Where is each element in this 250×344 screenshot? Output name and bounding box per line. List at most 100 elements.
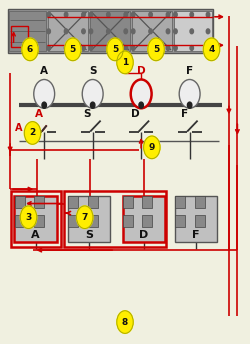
Circle shape	[206, 45, 210, 50]
Text: 1: 1	[122, 58, 128, 67]
Circle shape	[64, 12, 68, 17]
Circle shape	[206, 12, 210, 17]
Circle shape	[206, 29, 210, 34]
Circle shape	[47, 45, 50, 50]
Circle shape	[89, 45, 93, 50]
Circle shape	[76, 206, 93, 228]
Text: 8: 8	[122, 318, 128, 326]
Circle shape	[179, 79, 200, 108]
FancyBboxPatch shape	[48, 11, 88, 51]
Text: 9: 9	[149, 143, 155, 152]
FancyBboxPatch shape	[174, 11, 212, 51]
Circle shape	[89, 12, 93, 17]
Text: 7: 7	[82, 213, 88, 222]
Circle shape	[203, 38, 220, 61]
Circle shape	[106, 45, 110, 50]
Circle shape	[174, 45, 177, 50]
FancyBboxPatch shape	[68, 196, 78, 208]
Circle shape	[124, 12, 128, 17]
FancyBboxPatch shape	[194, 215, 204, 227]
Text: S: S	[85, 230, 93, 240]
FancyBboxPatch shape	[15, 196, 25, 208]
FancyBboxPatch shape	[68, 196, 110, 242]
Circle shape	[144, 136, 160, 159]
Circle shape	[139, 102, 143, 108]
Text: 2: 2	[30, 128, 36, 138]
FancyBboxPatch shape	[34, 215, 44, 227]
FancyBboxPatch shape	[88, 215, 98, 227]
Text: A: A	[40, 66, 48, 76]
Circle shape	[148, 38, 164, 61]
Text: S: S	[84, 109, 91, 119]
FancyBboxPatch shape	[88, 196, 98, 208]
Text: S: S	[89, 66, 96, 76]
Text: F: F	[192, 230, 200, 240]
FancyBboxPatch shape	[175, 196, 217, 242]
Circle shape	[106, 12, 110, 17]
FancyBboxPatch shape	[123, 196, 133, 208]
Circle shape	[149, 45, 152, 50]
Circle shape	[131, 79, 152, 108]
FancyBboxPatch shape	[68, 215, 78, 227]
Circle shape	[47, 29, 50, 34]
Text: 6: 6	[27, 45, 33, 54]
Circle shape	[24, 122, 41, 144]
Text: F: F	[186, 66, 193, 76]
Circle shape	[47, 12, 50, 17]
Text: A: A	[35, 109, 43, 119]
Text: 3: 3	[26, 213, 32, 222]
Circle shape	[166, 29, 170, 34]
Circle shape	[82, 45, 85, 50]
Circle shape	[132, 45, 135, 50]
Circle shape	[82, 79, 103, 108]
Circle shape	[117, 51, 133, 74]
Circle shape	[89, 29, 93, 34]
FancyBboxPatch shape	[142, 196, 152, 208]
Circle shape	[64, 29, 68, 34]
Circle shape	[124, 45, 128, 50]
Circle shape	[166, 12, 170, 17]
Circle shape	[64, 45, 68, 50]
Circle shape	[166, 45, 170, 50]
Circle shape	[82, 29, 85, 34]
FancyBboxPatch shape	[175, 215, 185, 227]
Circle shape	[149, 12, 152, 17]
Circle shape	[190, 29, 194, 34]
FancyBboxPatch shape	[90, 11, 130, 51]
FancyBboxPatch shape	[8, 9, 213, 53]
Text: D: D	[139, 230, 148, 240]
FancyBboxPatch shape	[14, 196, 57, 242]
Circle shape	[174, 12, 177, 17]
Text: A: A	[31, 230, 40, 240]
FancyBboxPatch shape	[122, 196, 165, 242]
FancyBboxPatch shape	[175, 196, 185, 208]
Text: D: D	[132, 109, 140, 119]
FancyBboxPatch shape	[123, 215, 133, 227]
Circle shape	[174, 29, 177, 34]
Circle shape	[149, 29, 152, 34]
Circle shape	[132, 29, 135, 34]
Circle shape	[82, 12, 85, 17]
Circle shape	[34, 79, 55, 108]
Text: 5: 5	[153, 45, 159, 54]
FancyBboxPatch shape	[15, 215, 25, 227]
Text: F: F	[180, 109, 188, 119]
Circle shape	[188, 102, 192, 108]
Text: 5: 5	[70, 45, 76, 54]
Text: D: D	[137, 66, 145, 76]
FancyBboxPatch shape	[9, 11, 46, 51]
FancyBboxPatch shape	[194, 196, 204, 208]
Circle shape	[107, 38, 123, 61]
Circle shape	[64, 38, 81, 61]
Circle shape	[124, 29, 128, 34]
Circle shape	[106, 29, 110, 34]
Circle shape	[90, 102, 95, 108]
Circle shape	[132, 12, 135, 17]
FancyBboxPatch shape	[132, 11, 172, 51]
Circle shape	[22, 38, 38, 61]
Text: 4: 4	[208, 45, 215, 54]
Text: 5: 5	[112, 45, 118, 54]
Circle shape	[190, 12, 194, 17]
Circle shape	[117, 311, 133, 333]
Text: A: A	[15, 123, 22, 133]
